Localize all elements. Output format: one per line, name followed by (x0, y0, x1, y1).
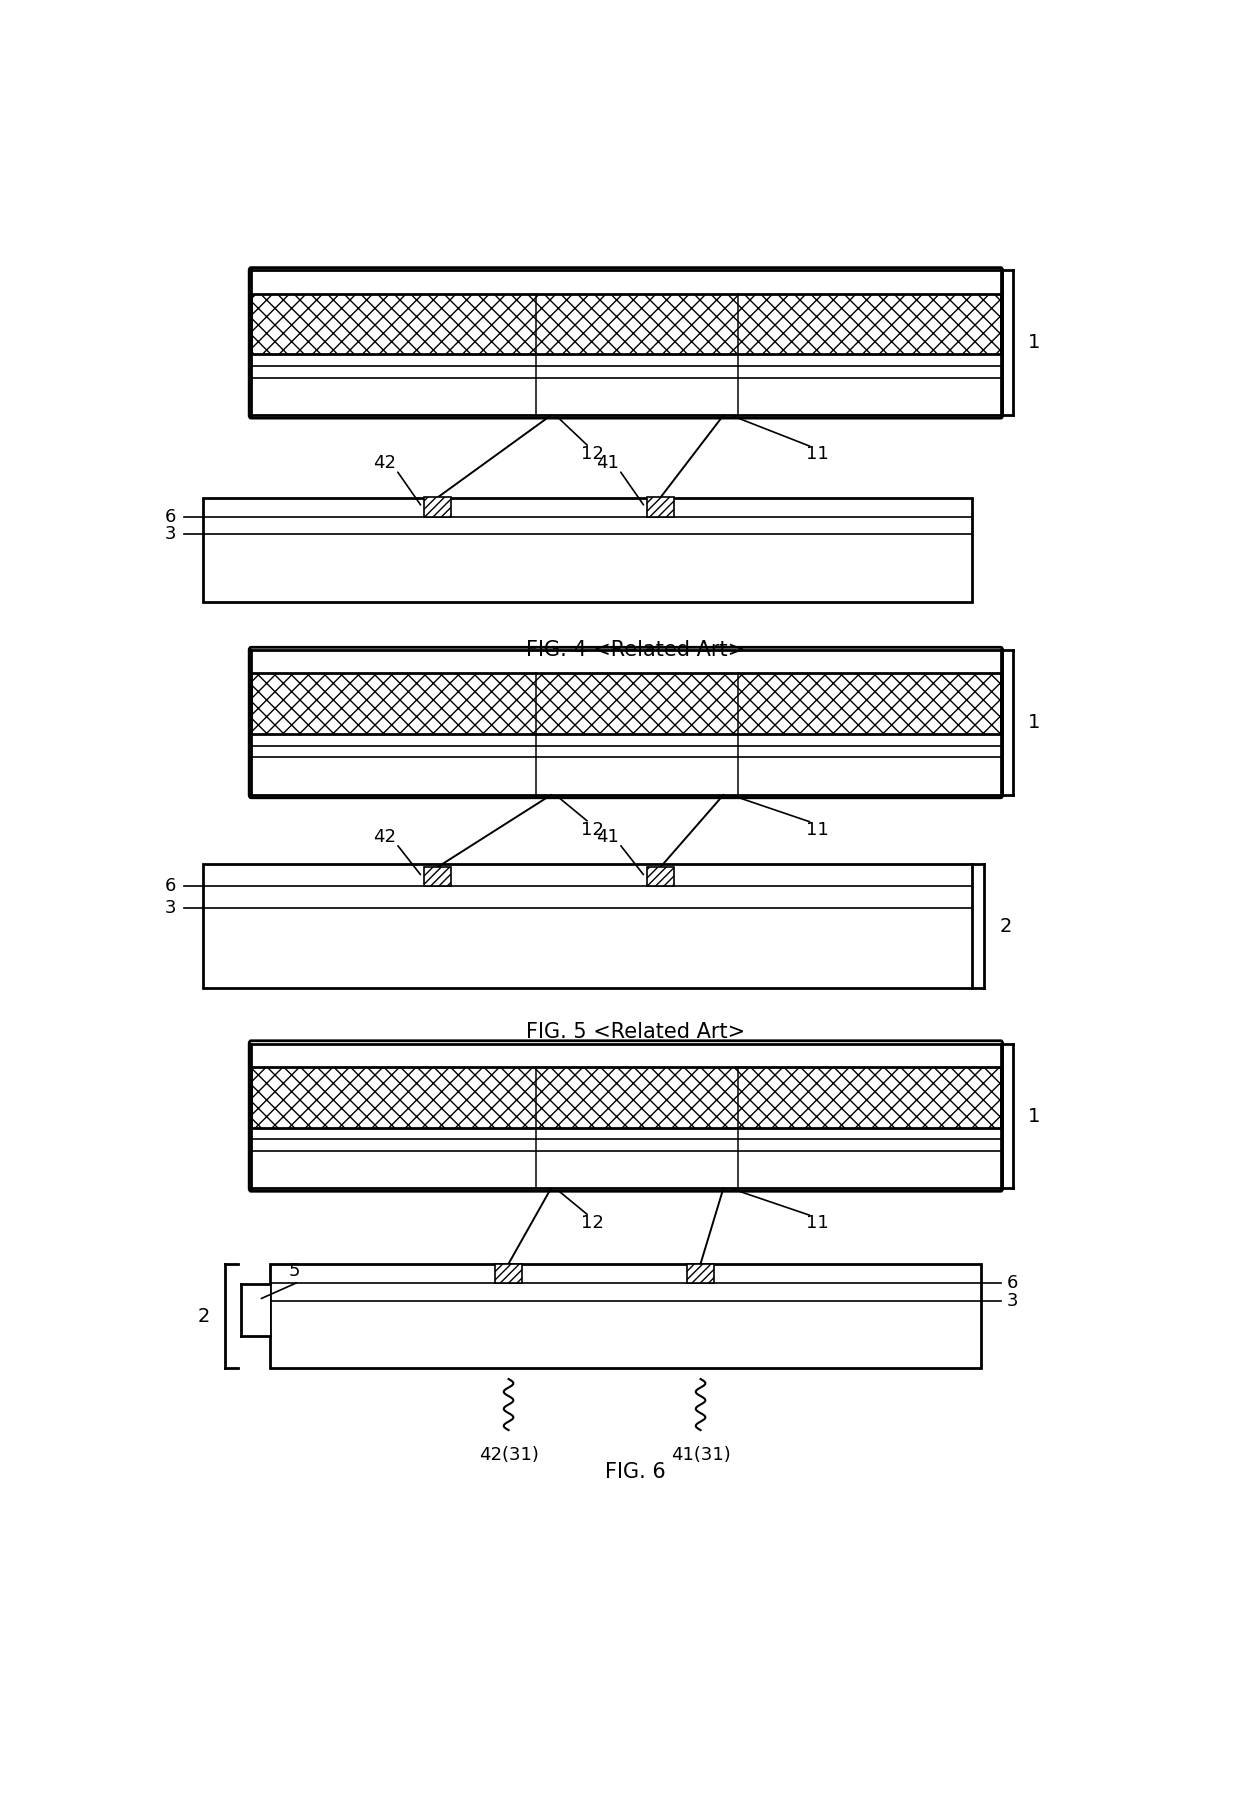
Bar (495, 1264, 522, 1284)
Text: 5: 5 (289, 1262, 300, 1280)
Bar (250, 294, 1001, 355)
Text: 42(31): 42(31) (479, 1445, 538, 1463)
FancyBboxPatch shape (249, 267, 1003, 418)
Text: 1: 1 (1028, 714, 1040, 732)
Bar (424, 497, 451, 516)
Text: 11: 11 (806, 821, 828, 839)
Bar (250, 294, 1001, 355)
Text: 41: 41 (596, 454, 619, 472)
Bar (647, 497, 675, 516)
FancyBboxPatch shape (249, 1040, 1003, 1191)
Text: 6: 6 (165, 507, 176, 525)
Bar (424, 868, 451, 886)
Bar (495, 1264, 522, 1284)
Text: 12: 12 (580, 821, 604, 839)
Text: 1: 1 (1028, 1106, 1040, 1126)
Bar (250, 672, 1001, 733)
Bar (647, 868, 675, 886)
Text: 42: 42 (373, 454, 396, 472)
Text: 6: 6 (165, 877, 176, 895)
Text: 11: 11 (806, 445, 828, 463)
Text: FIG. 5 <Related Art>: FIG. 5 <Related Art> (526, 1022, 745, 1042)
Bar (687, 1264, 714, 1284)
Bar (424, 497, 451, 516)
Text: 11: 11 (806, 1214, 828, 1232)
Bar (647, 497, 675, 516)
FancyBboxPatch shape (249, 647, 1003, 798)
Bar (647, 868, 675, 886)
Bar (250, 1067, 1001, 1128)
Text: 2: 2 (198, 1307, 211, 1325)
Bar (424, 868, 451, 886)
Bar (270, 1264, 982, 1368)
Text: 6: 6 (1007, 1275, 1018, 1293)
Bar (647, 497, 675, 516)
Text: 2: 2 (999, 916, 1012, 936)
Bar (250, 672, 1001, 733)
Bar (424, 497, 451, 516)
Bar (687, 1264, 714, 1284)
Text: FIG. 4 <Related Art>: FIG. 4 <Related Art> (526, 640, 745, 660)
Bar (250, 1067, 1001, 1128)
Text: 1: 1 (1028, 333, 1040, 353)
Bar (687, 1264, 714, 1284)
Text: 3: 3 (165, 525, 176, 543)
Text: 3: 3 (1007, 1291, 1018, 1309)
Text: 12: 12 (580, 1214, 604, 1232)
Bar (203, 498, 972, 602)
Bar (242, 1284, 270, 1336)
Bar (203, 864, 972, 988)
Text: 41: 41 (596, 828, 619, 846)
Text: FIG. 6: FIG. 6 (605, 1461, 666, 1481)
Text: 3: 3 (165, 898, 176, 916)
Bar (424, 868, 451, 886)
Text: 12: 12 (580, 445, 604, 463)
Text: 41(31): 41(31) (671, 1445, 730, 1463)
Bar (647, 868, 675, 886)
Text: 42: 42 (373, 828, 396, 846)
Bar (495, 1264, 522, 1284)
